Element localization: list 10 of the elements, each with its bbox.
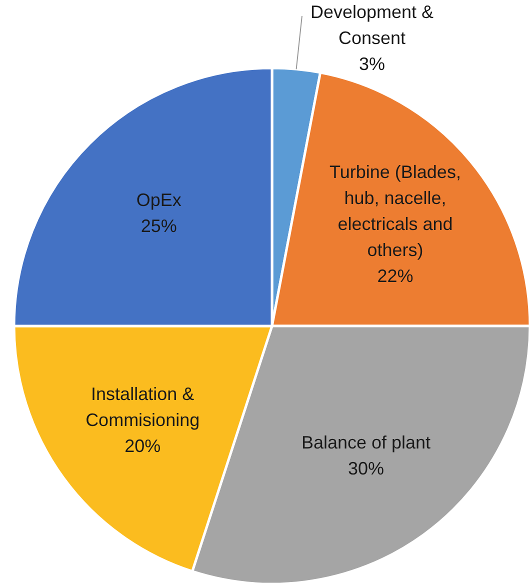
- data-label: 25%: [140, 216, 177, 236]
- data-label: 30%: [348, 458, 384, 478]
- slice-label: OpEx: [136, 190, 182, 210]
- data-label: 3%: [358, 54, 386, 74]
- slice-label: Balance of plant: [301, 432, 431, 452]
- slice-label: Installation & Commisioning: [86, 384, 200, 430]
- data-label: 20%: [124, 436, 161, 456]
- slice-label: Turbine (Blades, hub, nacelle, electricals and others): [330, 162, 461, 260]
- slice-label: Development & Consent: [310, 2, 434, 48]
- data-label: 22%: [377, 266, 414, 286]
